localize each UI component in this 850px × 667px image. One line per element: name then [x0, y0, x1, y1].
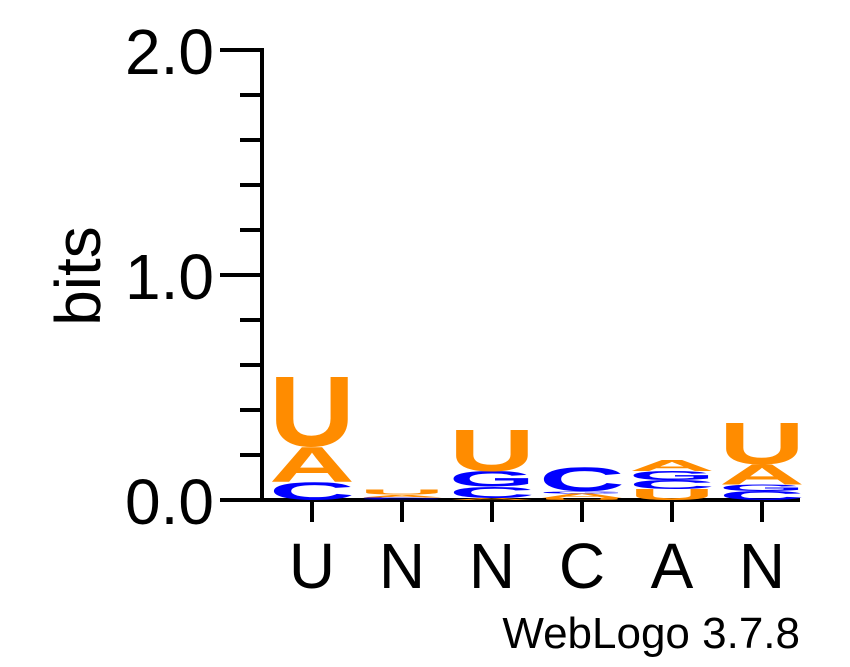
logo-letter-a: A	[539, 492, 625, 499]
logo-letter-c: C	[539, 460, 625, 499]
logo-letter-u: U	[719, 410, 805, 477]
logo-letter-a: A	[359, 494, 445, 498]
y-axis: 0.0 1.0 2.0	[125, 16, 264, 538]
x-tick-label: C	[559, 530, 605, 602]
logo-letter-c: C	[269, 478, 355, 506]
y-axis-label: bits	[42, 226, 114, 326]
logo-letter-g: G	[359, 499, 445, 500]
x-tick-label: N	[379, 530, 425, 602]
logo-letter-u: U	[629, 486, 715, 504]
logo-letter-u: U	[539, 497, 625, 501]
logo-letter-g: G	[449, 467, 535, 492]
y-tick-label: 1.0	[125, 241, 214, 313]
logo-letter-g: G	[719, 482, 805, 493]
x-tick-label: A	[651, 530, 694, 602]
logo-letter-a: A	[629, 457, 715, 475]
logo-letter-a: A	[269, 437, 355, 493]
logo-letter-c: C	[449, 484, 535, 502]
logo-letter-u: U	[269, 356, 355, 468]
logo-letter-c: C	[719, 489, 805, 503]
logo-letter-a: A	[449, 497, 535, 501]
logo-letter-u: U	[359, 488, 445, 496]
x-tick-label: U	[289, 530, 335, 602]
logo-letter-a: A	[719, 459, 805, 490]
logo-letter-c: C	[629, 477, 715, 491]
logo-letter-g: G	[539, 490, 625, 494]
logo-letter-g: G	[629, 468, 715, 482]
y-tick-label: 2.0	[125, 16, 214, 88]
y-tick-label: 0.0	[125, 466, 214, 538]
weblogo-credit: WebLogo 3.7.8	[502, 609, 800, 658]
x-tick-label: N	[739, 530, 785, 602]
logo-letter-u: U	[449, 417, 535, 484]
x-tick-label: N	[469, 530, 515, 602]
logo-letter-c: C	[359, 497, 445, 500]
